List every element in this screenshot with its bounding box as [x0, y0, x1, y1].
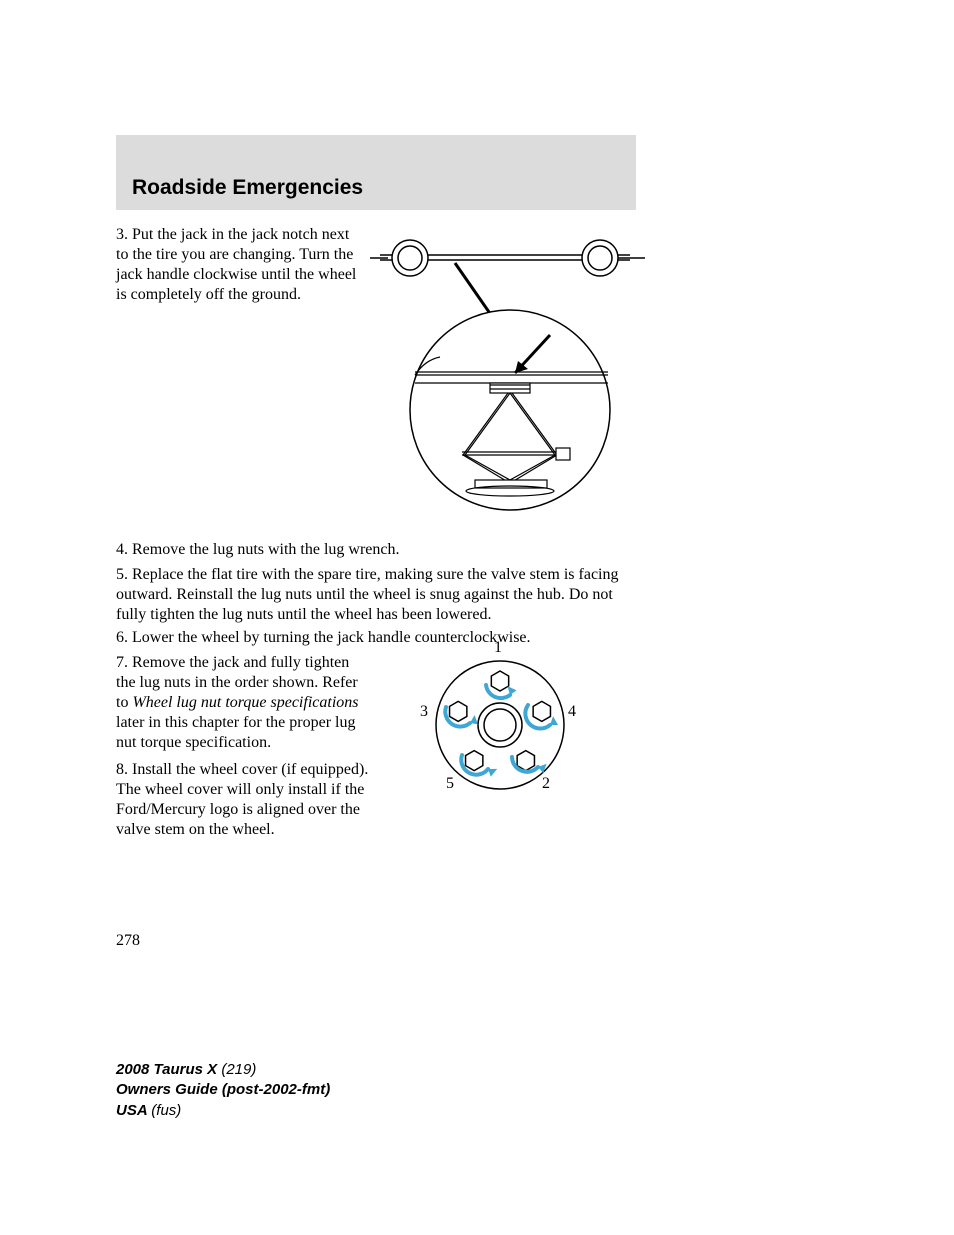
section-header-band: Roadside Emergencies: [116, 135, 636, 210]
footer-code: (219): [221, 1061, 256, 1078]
step-7-part-c: later in this chapter for the proper lug…: [116, 714, 355, 751]
step-8-text: 8. Install the wheel cover (if equipped)…: [116, 760, 376, 840]
footer-line-3: USA (fus): [116, 1101, 330, 1121]
lug-label-4: 4: [568, 703, 576, 721]
lug-label-5: 5: [446, 775, 454, 793]
section-title: Roadside Emergencies: [132, 176, 363, 200]
lug-label-2: 2: [542, 775, 550, 793]
step-4-text: 4. Remove the lug nuts with the lug wren…: [116, 540, 636, 560]
footer-region: USA: [116, 1102, 151, 1119]
footer-block: 2008 Taurus X (219) Owners Guide (post-2…: [116, 1060, 330, 1121]
footer-fus: (fus): [151, 1102, 181, 1119]
lug-label-3: 3: [420, 703, 428, 721]
lug-label-1: 1: [494, 639, 502, 657]
jack-placement-diagram: [370, 225, 650, 515]
step-7-text: 7. Remove the jack and fully tighten the…: [116, 653, 371, 753]
lug-nut-order-diagram: 1 2 3 4 5: [420, 645, 580, 805]
footer-model: 2008 Taurus X: [116, 1061, 221, 1078]
step-5-text: 5. Replace the flat tire with the spare …: [116, 565, 636, 625]
step-3-text: 3. Put the jack in the jack notch next t…: [116, 225, 361, 305]
step-7-italic: Wheel lug nut torque specifications: [132, 694, 358, 711]
footer-line-1: 2008 Taurus X (219): [116, 1060, 330, 1080]
footer-line-2: Owners Guide (post-2002-fmt): [116, 1080, 330, 1100]
page-number: 278: [116, 932, 140, 950]
